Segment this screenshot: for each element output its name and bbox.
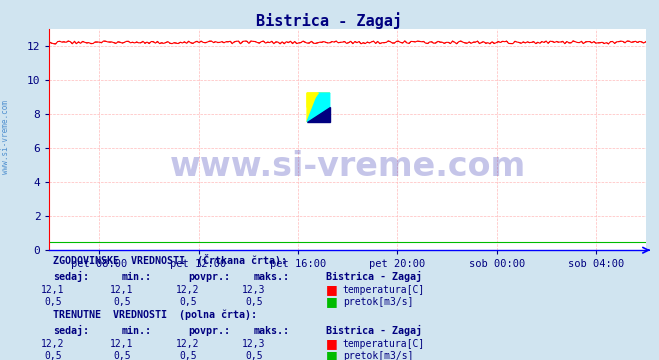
Text: 0,5: 0,5	[113, 297, 130, 307]
Text: 0,5: 0,5	[44, 297, 61, 307]
Text: maks.:: maks.:	[254, 272, 290, 282]
Polygon shape	[307, 93, 318, 107]
Text: sedaj:: sedaj:	[53, 325, 89, 336]
Text: 12,2: 12,2	[41, 339, 65, 350]
Text: ■: ■	[326, 295, 338, 308]
Text: 12,1: 12,1	[110, 339, 134, 350]
Text: Bistrica - Zagaj: Bistrica - Zagaj	[326, 271, 422, 282]
Polygon shape	[307, 107, 330, 122]
Text: Bistrica - Zagaj: Bistrica - Zagaj	[256, 13, 403, 30]
Text: 0,5: 0,5	[44, 351, 61, 360]
Text: ■: ■	[326, 337, 338, 350]
Text: 0,5: 0,5	[245, 297, 262, 307]
Text: pretok[m3/s]: pretok[m3/s]	[343, 297, 413, 307]
Text: povpr.:: povpr.:	[188, 272, 230, 282]
Text: 0,5: 0,5	[113, 351, 130, 360]
Text: ZGODOVINSKE  VREDNOSTI  (Črtkana črta):: ZGODOVINSKE VREDNOSTI (Črtkana črta):	[53, 253, 287, 266]
Text: ■: ■	[326, 349, 338, 360]
Text: povpr.:: povpr.:	[188, 326, 230, 336]
Text: sedaj:: sedaj:	[53, 271, 89, 282]
Text: 12,1: 12,1	[41, 285, 65, 296]
Text: 12,2: 12,2	[176, 285, 200, 296]
Text: 12,3: 12,3	[242, 339, 266, 350]
Text: 0,5: 0,5	[179, 351, 196, 360]
Text: Bistrica - Zagaj: Bistrica - Zagaj	[326, 325, 422, 336]
Text: min.:: min.:	[122, 326, 152, 336]
Text: pretok[m3/s]: pretok[m3/s]	[343, 351, 413, 360]
Text: TRENUTNE  VREDNOSTI  (polna črta):: TRENUTNE VREDNOSTI (polna črta):	[53, 309, 257, 320]
Text: www.si-vreme.com: www.si-vreme.com	[169, 149, 526, 183]
Text: 12,2: 12,2	[176, 339, 200, 350]
Polygon shape	[307, 93, 330, 122]
Text: min.:: min.:	[122, 272, 152, 282]
Polygon shape	[307, 93, 330, 122]
Text: 0,5: 0,5	[179, 297, 196, 307]
Text: 12,1: 12,1	[110, 285, 134, 296]
Text: temperatura[C]: temperatura[C]	[343, 339, 425, 350]
Text: temperatura[C]: temperatura[C]	[343, 285, 425, 296]
Text: www.si-vreme.com: www.si-vreme.com	[1, 100, 10, 174]
Text: 12,3: 12,3	[242, 285, 266, 296]
Text: 0,5: 0,5	[245, 351, 262, 360]
Text: maks.:: maks.:	[254, 326, 290, 336]
Text: ■: ■	[326, 283, 338, 296]
